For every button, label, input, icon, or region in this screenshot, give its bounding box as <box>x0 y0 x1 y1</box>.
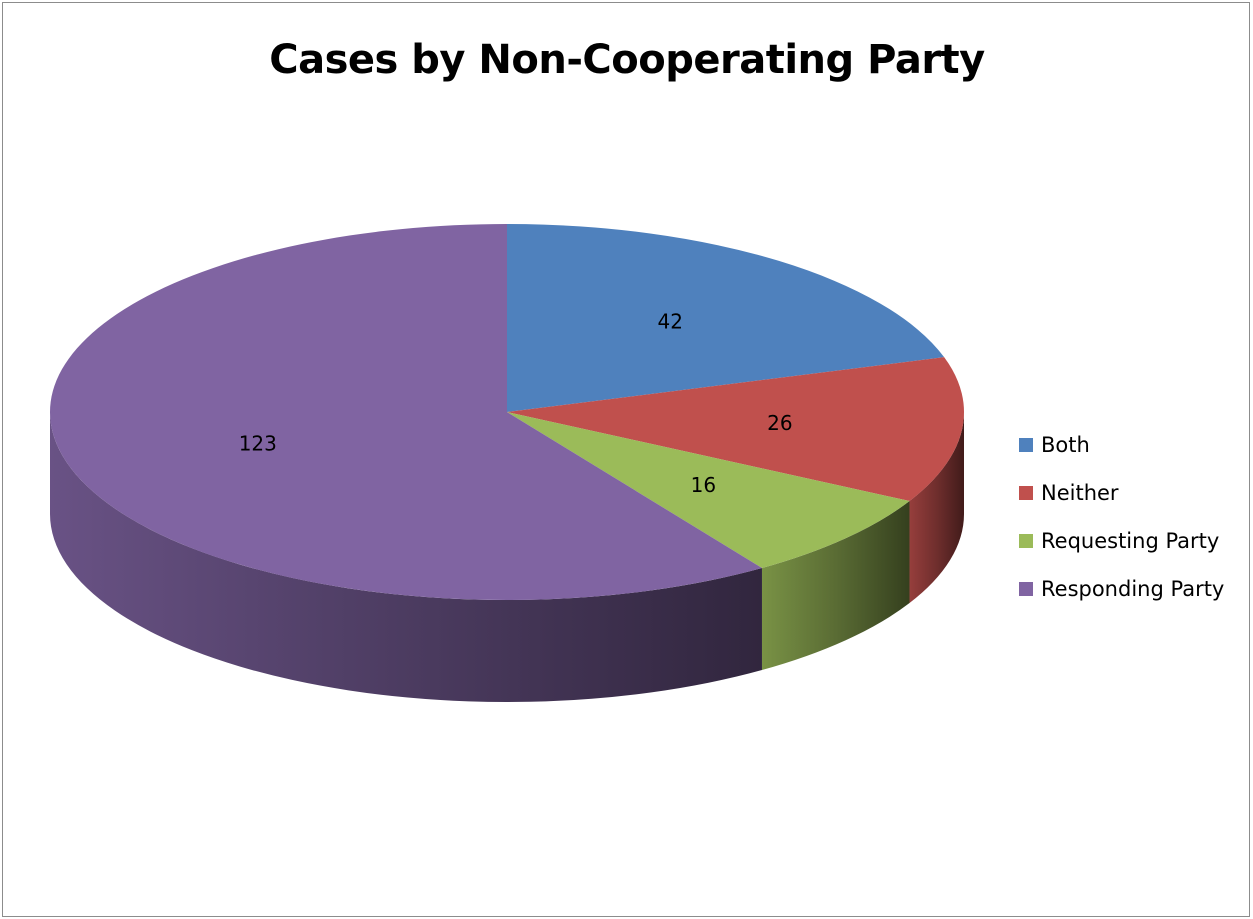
legend-label-both: Both <box>1041 433 1090 457</box>
pie-slice-neither <box>507 357 964 502</box>
legend: Both Neither Requesting Party Responding… <box>1019 421 1224 613</box>
pie-slice-responding-party <box>49 224 762 601</box>
pie-tops <box>49 224 964 601</box>
legend-swatch-both <box>1019 438 1033 452</box>
pie-side-responding-party <box>49 412 762 702</box>
pie-side-requesting-party <box>761 501 910 671</box>
legend-item-responding-party: Responding Party <box>1019 565 1224 613</box>
legend-swatch-neither <box>1019 486 1033 500</box>
pie-slice-requesting-party <box>507 412 910 569</box>
legend-label-requesting-party: Requesting Party <box>1041 529 1220 553</box>
data-label-responding-party: 123 <box>239 431 277 455</box>
legend-item-requesting-party: Requesting Party <box>1019 517 1224 565</box>
legend-swatch-responding-party <box>1019 582 1033 596</box>
legend-item-neither: Neither <box>1019 469 1224 517</box>
pie-slice-both <box>507 224 945 412</box>
data-label-both: 42 <box>657 309 682 333</box>
legend-label-responding-party: Responding Party <box>1041 577 1225 601</box>
data-label-requesting-party: 16 <box>691 473 716 497</box>
pie-data-labels: 42 26 16 123 <box>239 309 793 497</box>
pie-side-neither <box>909 412 964 604</box>
chart-title: Cases by Non-Cooperating Party <box>269 37 985 83</box>
legend-item-both: Both <box>1019 421 1224 469</box>
pie-chart: 42 26 16 123 <box>49 224 964 702</box>
legend-label-neither: Neither <box>1041 481 1119 505</box>
data-label-neither: 26 <box>767 411 792 435</box>
legend-swatch-requesting-party <box>1019 534 1033 548</box>
pie-sides <box>49 412 964 702</box>
